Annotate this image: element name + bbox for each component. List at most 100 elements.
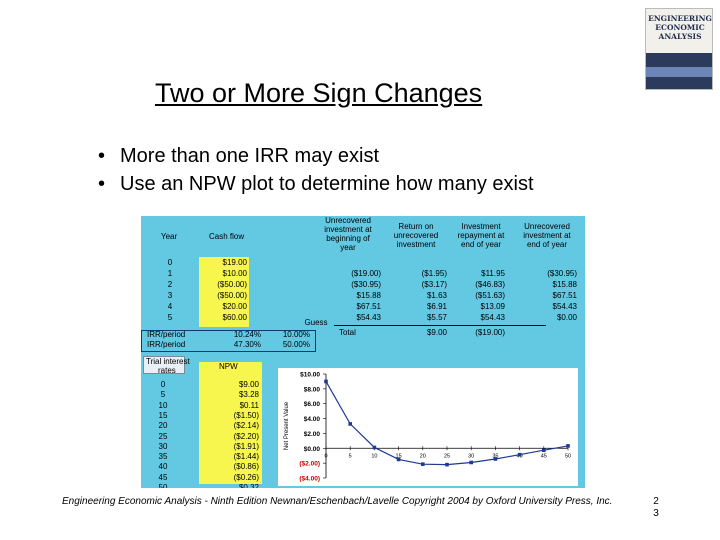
irr-guess: 50.00% [282,340,310,349]
trial-npw: ($2.20) [233,431,259,441]
table-cell-cash: $19.00 [222,258,247,267]
trial-npw: $3.28 [238,390,259,400]
table-cell-ret: $5.57 [426,313,447,322]
npw-data-point [493,457,498,461]
table-cell-rep: $54.43 [480,313,505,322]
chart-x-tick-label: 0 [324,453,327,459]
trial-npw: ($0.26) [233,472,259,482]
header-investment-repayment: Investment repayment at end of year [457,222,505,249]
table-cell-begin: $67.51 [356,302,381,311]
trial-npw: $0.32 [238,483,259,488]
trial-rate: 15 [158,410,168,420]
trial-rate: 20 [158,421,168,431]
trial-rate: 0 [160,380,166,389]
chart-x-tick-label: 35 [492,453,498,459]
irr-value: 47.30% [233,340,261,349]
table-cell-year: 3 [167,291,173,300]
chart-x-tick-label: 30 [468,453,474,459]
bullet-item: More than one IRR may exist [98,142,534,170]
table-cell-begin: ($30.95) [351,280,381,289]
npw-chart-svg: Net Present Value $10.00 $8.00 $6.00 $4.00 $2… [284,372,571,483]
trial-rate: 5 [160,390,166,400]
total-return: $9.00 [426,328,447,337]
npw-data-point [566,444,570,448]
slide-title: Two or More Sign Changes [155,78,483,108]
npw-series-line [325,381,569,466]
table-cell-cash: ($50.00) [217,291,247,300]
npw-data-point [517,452,522,457]
table-total-line [334,325,546,326]
irr-label: IRR/period [147,330,186,339]
header-return-on-investment: Return on unrecovered investment [393,222,439,249]
table-cell-year: 2 [167,280,173,289]
cash-flow-highlight [199,257,249,327]
guess-label: Guess [304,318,328,327]
npw-data-point [542,448,546,453]
npw-data-point [372,445,377,450]
trial-rates-header: Trial interest rates [146,357,190,375]
table-cell-year: 1 [167,269,173,278]
trial-npw: ($1.44) [233,452,259,462]
chart-x-tick-label: 50 [565,453,571,459]
npw-data-point [445,462,449,467]
trial-rate: 30 [158,441,168,451]
spreadsheet: Year Cash flow Unrecovered investment at… [141,216,585,488]
table-cell-begin: $15.88 [356,291,381,300]
table-cell-rep: ($51.63) [475,291,505,300]
chart-x-tick-label: 15 [396,453,402,459]
chart-x-tick-label: 5 [349,453,352,459]
npw-highlight [199,362,262,484]
table-cell-end: $15.88 [552,280,577,289]
table-cell-ret: ($1.95) [421,269,447,278]
table-cell-ret: ($3.17) [421,280,447,289]
table-cell-cash: $20.00 [222,302,247,311]
trial-rates-header-box [143,356,185,374]
bullet-list: More than one IRR may exist Use an NPW p… [98,142,534,198]
npw-data-point [421,462,425,466]
table-cell-end: $0.00 [556,313,577,322]
book-title: ENGINEERING ECONOMIC ANALYSIS [648,14,712,41]
header-unrecovered-end: Unrecovered investment at end of year [523,222,571,249]
table-cell-ret: $1.63 [426,291,447,300]
irr-value: 10.24% [233,330,261,339]
book-title-line: ECONOMIC [655,23,705,32]
npw-header: NPW [219,362,238,371]
total-repayment: ($19.00) [475,328,505,337]
book-cover-band [646,67,712,77]
page-number: 2 3 [653,496,659,519]
chart-y-tick-label: $0.00 [304,446,321,453]
irr-label: IRR/period [147,340,186,349]
npw-data-point [348,422,352,426]
chart-x-tick-label: 45 [541,453,547,459]
trial-rate: 35 [158,452,168,462]
header-unrecovered-begin: Unrecovered investment at beginning of y… [324,216,372,252]
table-cell-cash: ($50.00) [217,280,247,289]
trial-npw: ($1.91) [233,441,259,451]
header-year: Year [161,232,178,241]
table-cell-rep: $11.95 [481,269,505,278]
header-cash-flow: Cash flow [209,232,245,241]
table-cell-begin: $54.43 [356,313,381,322]
book-cover-image: ENGINEERING ECONOMIC ANALYSIS [645,8,713,90]
trial-npw: ($1.50) [233,410,259,420]
trial-rate: 40 [158,462,168,472]
table-cell-cash: $60.00 [222,313,247,322]
trial-npw: $0.11 [239,400,259,410]
chart-x-tick-label: 25 [444,453,450,459]
chart-y-tick-label: ($4.00) [299,476,320,483]
irr-guess: 10.00% [282,330,310,339]
irr-box [141,330,316,352]
trial-npw: ($2.14) [233,421,259,431]
bullet-item: Use an NPW plot to determine how many ex… [98,170,534,198]
npw-data-point [324,379,328,384]
trial-npw: $9.00 [238,380,259,389]
table-cell-rep: $13.09 [480,302,505,311]
table-cell-end: $67.51 [552,291,577,300]
chart-y-tick-label: $4.00 [304,416,321,423]
total-label: Total [339,328,356,337]
trial-rate: 50 [158,483,168,488]
chart-y-tick-label: $6.00 [304,401,321,408]
trial-rate: 25 [158,431,168,441]
footer-text: Engineering Economic Analysis - Ninth Ed… [62,496,613,507]
table-cell-ret: $6.91 [426,302,447,311]
